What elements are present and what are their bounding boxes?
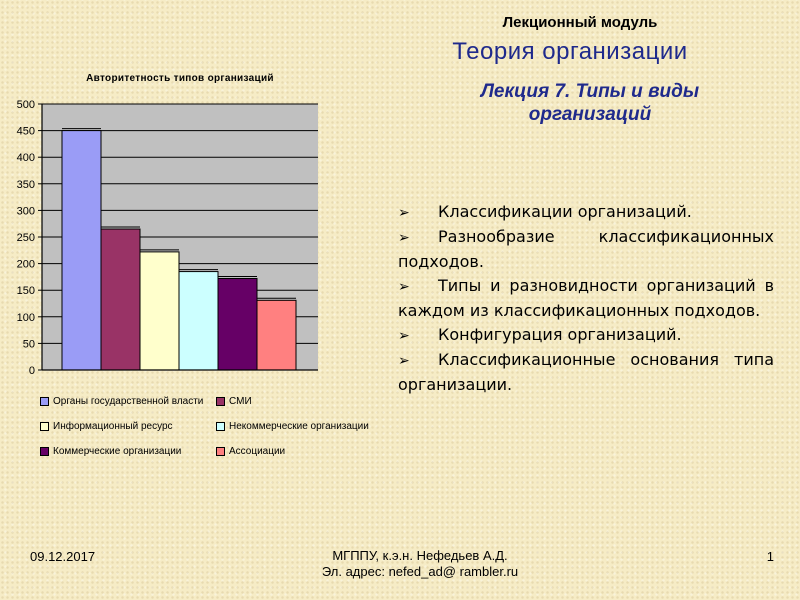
bar [256,299,297,371]
legend-label: Некоммерческие организации [229,421,369,432]
y-tick-label: 300 [17,205,35,217]
bullet-text: Разнообразие классификационных подходов. [398,227,774,271]
footer-author: МГППУ, к.э.н. Нефедьев А.Д. Эл. адрес: n… [280,548,560,580]
legend-item: Коммерческие организации [40,446,181,457]
bullet-item: ➢ Классификационные основания типа органи… [398,348,774,397]
email-line: Эл. адрес: nefed_ad@ rambler.ru [321,564,519,579]
page-number: 1 [766,549,774,564]
bullet-text: Классификационные основания типа организ… [398,350,774,394]
legend-item: Органы государственной власти [40,396,203,407]
arrow-bullet-icon: ➢ [398,230,410,246]
bullet-item: ➢ Разнообразие классификационных подходов… [398,225,774,274]
author-line: МГППУ, к.э.н. Нефедьев А.Д. [332,548,508,563]
y-tick-label: 400 [17,152,35,164]
chart-title: Авторитетность типов организаций [86,73,274,84]
y-tick-label: 350 [17,179,35,191]
legend-item: Информационный ресурс [40,421,173,432]
bullet-text: Типы и разновидности организаций в каждо… [398,276,774,320]
legend-label: Информационный ресурс [53,421,173,432]
legend-item: СМИ [216,396,252,407]
bar [139,251,180,371]
lecture-title-line2: организаций [528,104,652,125]
y-tick-label: 450 [17,126,35,138]
legend-item: Ассоциации [216,446,285,457]
bullet-text: Классификации организаций. [438,202,692,221]
bullet-text: Конфигурация организаций. [438,325,682,344]
y-tick-label: 150 [17,285,35,297]
arrow-bullet-icon: ➢ [398,279,410,295]
legend-swatch [40,397,49,406]
bar [61,130,102,371]
arrow-bullet-icon: ➢ [398,353,410,369]
bullet-item: ➢ Типы и разновидности организаций в кажд… [398,274,774,323]
module-label: Лекционный модуль [502,14,658,31]
legend-swatch [40,447,49,456]
arrow-bullet-icon: ➢ [398,205,410,221]
lecture-title-line1: Лекция 7. Типы и виды [480,81,700,102]
legend-label: Коммерческие организации [53,446,182,457]
arrow-bullet-icon: ➢ [398,328,410,344]
legend-label: СМИ [229,396,252,407]
bar [178,271,219,371]
bar [217,277,258,371]
lecture-title: Лекция 7. Типы и виды организаций [420,80,760,126]
bullet-item: ➢ Конфигурация организаций. [398,323,774,348]
legend-label: Органы государственной власти [53,396,204,407]
bar-chart: 0 50 100 150 200 250 300 350 400 450 500 [17,99,318,377]
bullet-list: ➢ Классификации организаций. ➢ Разнообразие… [398,200,774,397]
y-tick-label: 0 [29,365,35,377]
course-title: Теория организации [452,38,688,65]
legend-swatch [216,447,225,456]
legend-swatch [216,422,225,431]
y-tick-label: 50 [23,338,35,350]
y-tick-label: 100 [17,312,35,324]
y-tick-label: 500 [17,99,35,111]
legend-item: Некоммерческие организации [216,421,369,432]
footer-date: 09.12.2017 [30,549,96,564]
bullet-item: ➢ Классификации организаций. [398,200,774,225]
legend-swatch [40,422,49,431]
bar [100,228,141,371]
legend-swatch [216,397,225,406]
y-tick-label: 200 [17,259,35,271]
legend-label: Ассоциации [229,446,286,457]
y-tick-label: 250 [17,232,35,244]
